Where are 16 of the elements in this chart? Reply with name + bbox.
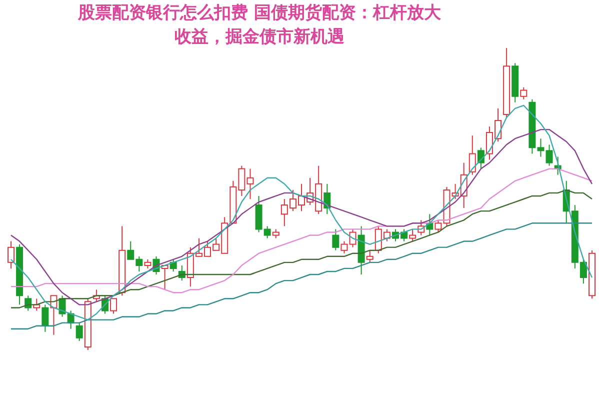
candlestick xyxy=(434,220,442,233)
chart-title: 股票配资银行怎么扣费 国债期货配资：杠杆放大收益，掘金债市新机遇 xyxy=(77,3,442,47)
candlestick xyxy=(366,250,374,263)
candlestick xyxy=(76,322,83,342)
candlestick xyxy=(520,86,528,100)
candlestick xyxy=(272,228,280,239)
candlestick xyxy=(42,304,49,332)
candlestick xyxy=(340,240,348,254)
candlestick xyxy=(409,228,416,242)
candlestick xyxy=(468,135,476,176)
candlestick xyxy=(546,144,553,166)
candlestick xyxy=(170,258,177,272)
candlestick xyxy=(110,298,118,314)
candlestick xyxy=(144,258,152,269)
candlestick xyxy=(8,240,14,269)
candlestick xyxy=(332,228,340,251)
